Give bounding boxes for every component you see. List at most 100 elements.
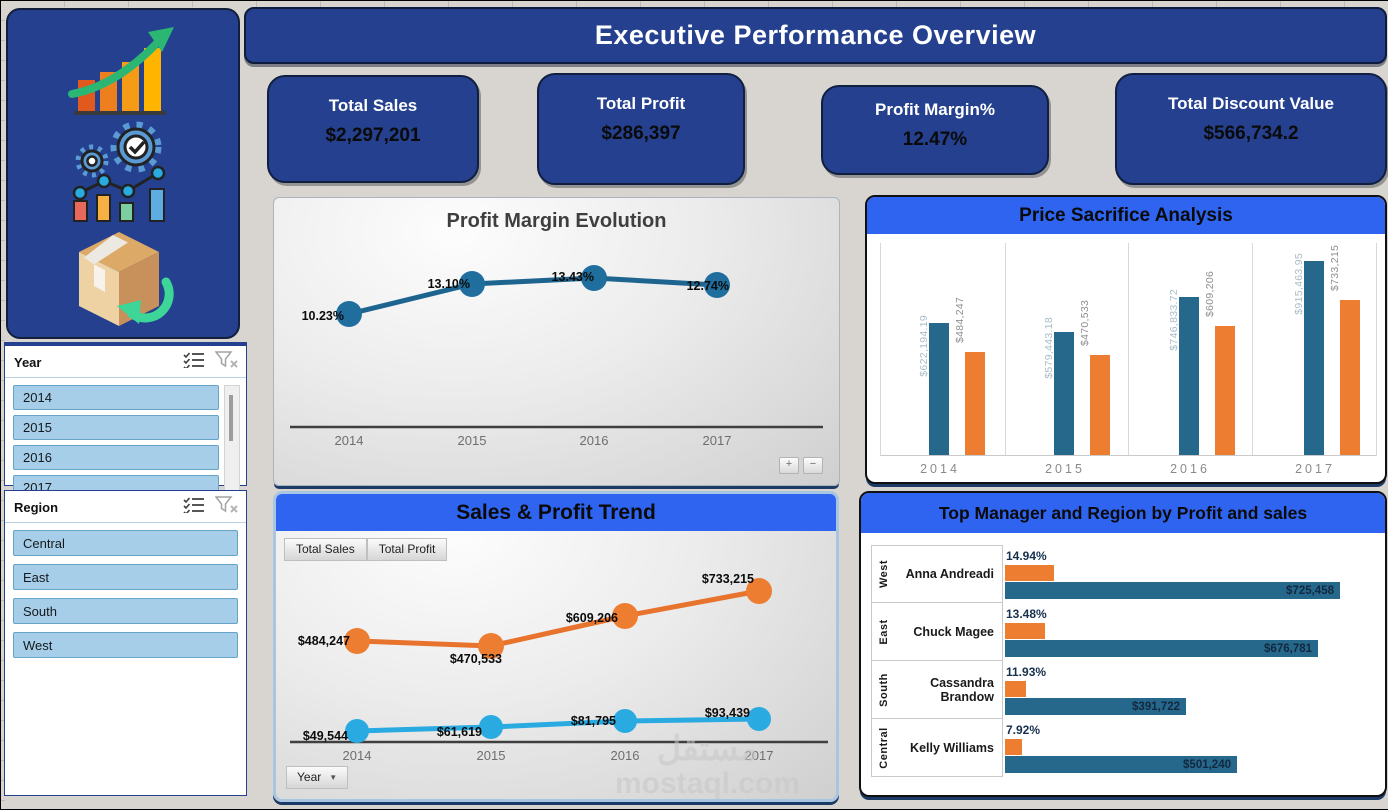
year-item-2016[interactable]: 2016 xyxy=(13,445,219,470)
data-point xyxy=(704,272,730,298)
region-slicer-items: Central East South West xyxy=(5,523,246,673)
percent-bar xyxy=(1005,739,1022,755)
region-item-central[interactable]: Central xyxy=(13,530,238,556)
region-item-east[interactable]: East xyxy=(13,564,238,590)
list-price-bar xyxy=(929,323,949,455)
chart-title: Top Manager and Region by Profit and sal… xyxy=(938,502,1308,523)
year-dropdown[interactable]: Year ▼ xyxy=(286,766,349,789)
data-point xyxy=(581,265,607,291)
x-axis-label: 2017 xyxy=(703,433,732,448)
kpi-profit-margin: Profit Margin% 12.47% xyxy=(821,85,1049,175)
dashboard-title-bar: Executive Performance Overview xyxy=(244,7,1387,64)
line-chart-canvas: 10.23% 13.10% 13.43% 12.74% 2014 2015 20… xyxy=(290,265,823,448)
point-label: $470,533 xyxy=(450,652,502,666)
chart-title: Sales & Profit Trend xyxy=(456,500,656,524)
sales-value-label: $501,240 xyxy=(1183,758,1231,771)
scrollbar-thumb[interactable] xyxy=(229,395,233,441)
line-chart-canvas: $484,247 $470,533 $609,206 $733,215 $49,… xyxy=(290,572,828,763)
bar-value-label: $746,833.72 xyxy=(1168,289,1180,351)
page-title: Executive Performance Overview xyxy=(594,20,1037,50)
region-label: East xyxy=(878,618,890,645)
manager-rows: West Anna Andreadi 14.94% $725,458 East … xyxy=(871,545,1377,785)
sales-bar xyxy=(1340,300,1360,455)
chart-header: Sales & Profit Trend xyxy=(276,494,836,531)
point-label: $733,215 xyxy=(702,572,754,586)
multi-select-icon[interactable] xyxy=(183,496,205,518)
list-price-bar xyxy=(1179,297,1199,455)
table-row: East Chuck Magee 13.48% $676,781 xyxy=(871,602,1377,661)
multi-select-icon[interactable] xyxy=(183,351,205,373)
bar-value-label: $470,533 xyxy=(1079,299,1091,346)
chart-title: Price Sacrifice Analysis xyxy=(1019,204,1233,226)
kpi-value: $566,734.2 xyxy=(1203,123,1299,144)
sales-value-label: $725,458 xyxy=(1286,584,1334,597)
data-point xyxy=(613,709,637,733)
percent-bar xyxy=(1005,565,1054,581)
percent-bar xyxy=(1005,623,1045,639)
x-axis-label: 2016 xyxy=(1170,462,1210,476)
x-axis-label: 2016 xyxy=(611,748,640,763)
x-axis-label: 2017 xyxy=(745,748,774,763)
x-axis-label: 2014 xyxy=(343,748,372,763)
data-point xyxy=(459,271,485,297)
region-item-south[interactable]: South xyxy=(13,598,238,624)
point-label: $93,439 xyxy=(705,706,750,720)
data-point xyxy=(747,707,771,731)
total-profit-filter-button[interactable]: Total Profit xyxy=(366,538,448,561)
sales-bar xyxy=(1090,355,1110,455)
spreadsheet-gridline-hint xyxy=(1,1,5,809)
process-analytics-icon xyxy=(64,121,182,228)
sales-bar xyxy=(965,352,985,455)
percent-label: 7.92% xyxy=(1006,723,1041,737)
kpi-total-sales: Total Sales $2,297,201 xyxy=(267,75,479,183)
kpi-value: $286,397 xyxy=(601,123,681,144)
region-label: Central xyxy=(878,726,890,769)
kpi-label: Total Profit xyxy=(596,94,686,113)
data-point xyxy=(478,633,504,659)
table-row: Central Kelly Williams 7.92% $501,240 xyxy=(871,718,1377,777)
clear-filter-icon[interactable] xyxy=(214,496,238,518)
region-slicer-header: Region xyxy=(5,491,246,523)
total-sales-filter-button[interactable]: Total Sales xyxy=(284,538,367,561)
sidebar-logo-panel xyxy=(6,8,240,339)
region-label: West xyxy=(878,559,890,589)
sales-bar: $501,240 xyxy=(1005,756,1237,773)
list-price-bar xyxy=(1054,332,1074,455)
point-label: 13.43% xyxy=(552,270,594,284)
table-row: West Anna Andreadi 14.94% $725,458 xyxy=(871,545,1377,603)
x-axis-label: 2017 xyxy=(1295,462,1335,476)
region-slicer-title: Region xyxy=(14,499,59,515)
point-label: $61,619 xyxy=(437,725,482,739)
kpi-total-profit: Total Profit $286,397 xyxy=(537,73,745,185)
percent-label: 11.93% xyxy=(1006,665,1047,679)
data-point xyxy=(746,578,772,604)
year-item-2014[interactable]: 2014 xyxy=(13,385,219,410)
region-item-west[interactable]: West xyxy=(13,632,238,658)
data-point xyxy=(479,715,503,739)
point-label: $609,206 xyxy=(566,611,618,625)
kpi-label: Total Discount Value xyxy=(1168,94,1334,113)
data-point xyxy=(345,719,369,743)
point-label: $484,247 xyxy=(298,634,350,648)
manager-name: Anna Andreadi xyxy=(905,567,994,581)
sales-profit-trend-chart: Sales & Profit Trend Total Sales Total P… xyxy=(273,491,839,802)
clear-filter-icon[interactable] xyxy=(214,351,238,373)
percent-label: 14.94% xyxy=(1006,549,1047,563)
bar-chart-plot-area: $622,194.19 $484,247 $579,443.18 $470,53… xyxy=(880,243,1377,456)
manager-name: Cassandra Brandow xyxy=(930,675,994,704)
year-item-2015[interactable]: 2015 xyxy=(13,415,219,440)
kpi-label: Profit Margin% xyxy=(875,100,995,119)
kpi-value: $2,297,201 xyxy=(325,125,421,146)
table-row: South Cassandra Brandow 11.93% $391,722 xyxy=(871,660,1377,719)
percent-bar xyxy=(1005,681,1026,697)
region-label: South xyxy=(878,672,890,707)
package-return-icon xyxy=(67,228,179,339)
chart-title: Profit Margin Evolution xyxy=(446,210,667,232)
bar-value-label: $915,463.95 xyxy=(1293,253,1305,315)
zoom-out-button[interactable]: − xyxy=(803,457,823,474)
bar-value-label: $622,194.19 xyxy=(918,315,930,377)
data-point xyxy=(336,301,362,327)
year-slicer-scrollbar[interactable] xyxy=(224,385,240,505)
zoom-in-button[interactable]: + xyxy=(779,457,799,474)
